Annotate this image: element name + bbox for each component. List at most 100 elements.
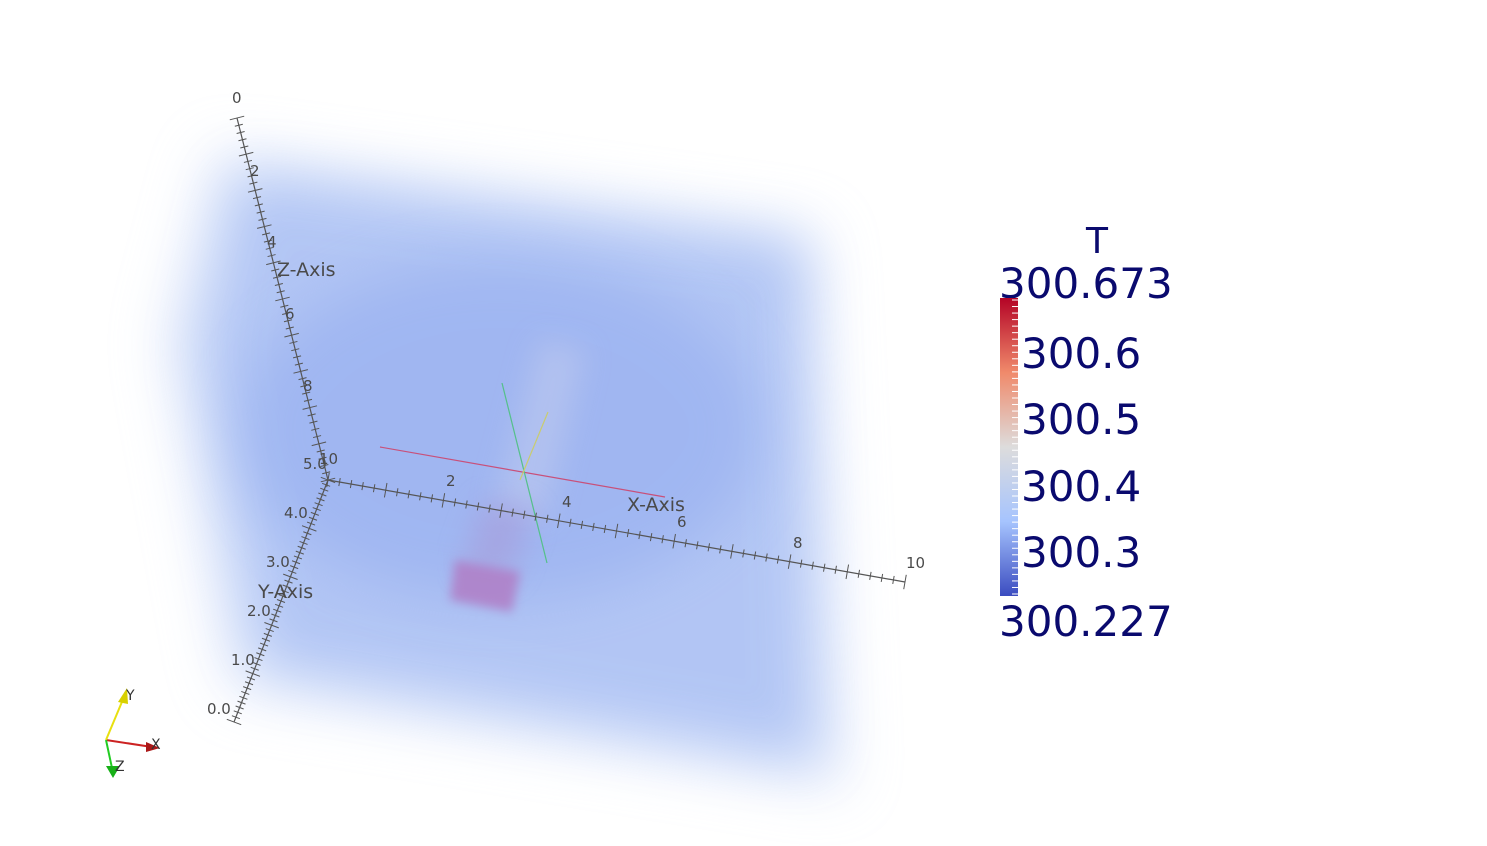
z-tick-label: 2: [250, 162, 260, 180]
axis-tick: [259, 642, 269, 647]
axis-tick: [249, 181, 258, 185]
axis-tick: [282, 311, 291, 315]
scalar-bar-min-label: 300.227: [999, 597, 1173, 646]
axis-tick: [580, 520, 584, 529]
axis-tick: [603, 524, 607, 534]
scalar-bar-max-label: 300.673: [999, 259, 1173, 308]
axis-tick: [672, 533, 676, 549]
axis-tick: [240, 145, 249, 149]
axis-tick: [234, 123, 243, 127]
orientation-y-arrowhead: [118, 688, 128, 704]
axis-tick: [265, 628, 274, 633]
axis-tick: [285, 326, 294, 330]
scalar-bar-tick-label: 300.6: [1021, 329, 1141, 378]
axis-tick: [271, 613, 280, 618]
orientation-axes-widget[interactable]: X Y Z: [105, 688, 161, 778]
y-tick-label: 2.0: [247, 602, 271, 620]
axis-tick: [311, 427, 320, 431]
axis-tick: [892, 575, 895, 585]
axis-tick: [309, 420, 318, 424]
axis-tick: [254, 203, 263, 207]
axis-tick: [274, 603, 284, 608]
axis-tick: [465, 500, 468, 509]
orientation-x-arrowhead: [146, 742, 160, 752]
axis-tick: [263, 632, 273, 637]
axis-tick: [557, 513, 561, 529]
x-tick-label: 10: [906, 554, 925, 572]
y-tick-label: 5.0: [303, 455, 327, 473]
axis-tick: [283, 319, 293, 323]
orientation-z-arrowhead: [106, 766, 120, 778]
axis-tick: [306, 521, 316, 526]
axis-tick: [316, 449, 325, 453]
axis-tick: [299, 540, 308, 545]
axis-tick: [233, 710, 242, 715]
cube-axes: 2 4 6 8 10 X-Axis 0.0 1.0 2.0 3.0 4.0 5.…: [207, 89, 925, 726]
axis-tick: [511, 508, 514, 517]
axis-tick: [271, 268, 280, 272]
orientation-z-label: Z: [115, 759, 125, 775]
axis-tick: [252, 196, 262, 200]
orientation-y-arrow: [105, 696, 125, 741]
slice-line-yellow: [519, 411, 549, 481]
axis-tick: [252, 661, 261, 666]
volume-core: [240, 260, 760, 600]
axis-tick: [264, 622, 279, 629]
axis-tick: [684, 539, 687, 548]
axis-tick: [730, 544, 734, 559]
axis-tick: [453, 498, 457, 507]
axis-tick: [291, 348, 300, 352]
axis-tick: [254, 657, 263, 662]
axis-tick: [799, 559, 803, 568]
z-tick-label: 10: [319, 450, 338, 468]
axis-tick: [311, 441, 327, 447]
axis-tick: [318, 492, 327, 497]
scalar-bar-tick-label: 300.4: [1021, 462, 1141, 511]
axis-tick: [349, 479, 353, 489]
axis-tick: [638, 530, 641, 540]
axis-tick: [307, 413, 316, 417]
axis-tick: [592, 522, 595, 532]
axis-tick: [441, 493, 446, 508]
axis-tick: [522, 510, 526, 519]
slice-line-red: [379, 446, 666, 498]
slice-lines: [379, 382, 666, 564]
axis-tick: [880, 573, 884, 583]
orientation-y-label: Y: [125, 688, 135, 704]
axis-tick: [419, 492, 422, 501]
y-tick-label: 0.0: [207, 700, 231, 718]
axis-tick: [649, 533, 653, 542]
axis-tick: [284, 332, 299, 338]
z-tick-label: 4: [267, 233, 277, 251]
axis-tick: [237, 700, 246, 705]
axis-tick: [289, 340, 298, 344]
axis-tick: [300, 384, 309, 388]
axis-tick: [246, 676, 256, 681]
axis-tick: [383, 482, 388, 498]
axis-tick: [834, 565, 837, 574]
axis-tick: [256, 210, 265, 214]
axis-tick: [226, 718, 242, 726]
axis-tick: [289, 565, 299, 570]
axis-tick: [308, 516, 318, 521]
axis-tick: [238, 151, 254, 157]
axis-tick: [258, 647, 267, 652]
axis-tick: [278, 594, 288, 599]
scalar-bar[interactable]: T 300.673 300.6 300.5 300.4 300.3 300.22…: [999, 221, 1173, 646]
axis-tick: [256, 224, 272, 229]
axis-tick: [301, 525, 317, 532]
y-axis-ticks: [226, 476, 336, 726]
axis-tick: [614, 523, 619, 539]
axis-tick: [787, 554, 792, 569]
z-tick-label: 8: [303, 377, 313, 395]
axis-tick: [302, 391, 311, 395]
axis-tick: [719, 545, 722, 554]
orientation-z-arrow: [105, 739, 113, 769]
y-tick-label: 4.0: [284, 504, 308, 522]
axis-tick: [280, 304, 289, 308]
axis-tick: [320, 464, 329, 468]
x-axis-title: X-Axis: [627, 494, 685, 516]
scalar-bar-tick-label: 300.5: [1021, 395, 1141, 444]
axis-tick: [823, 563, 826, 572]
